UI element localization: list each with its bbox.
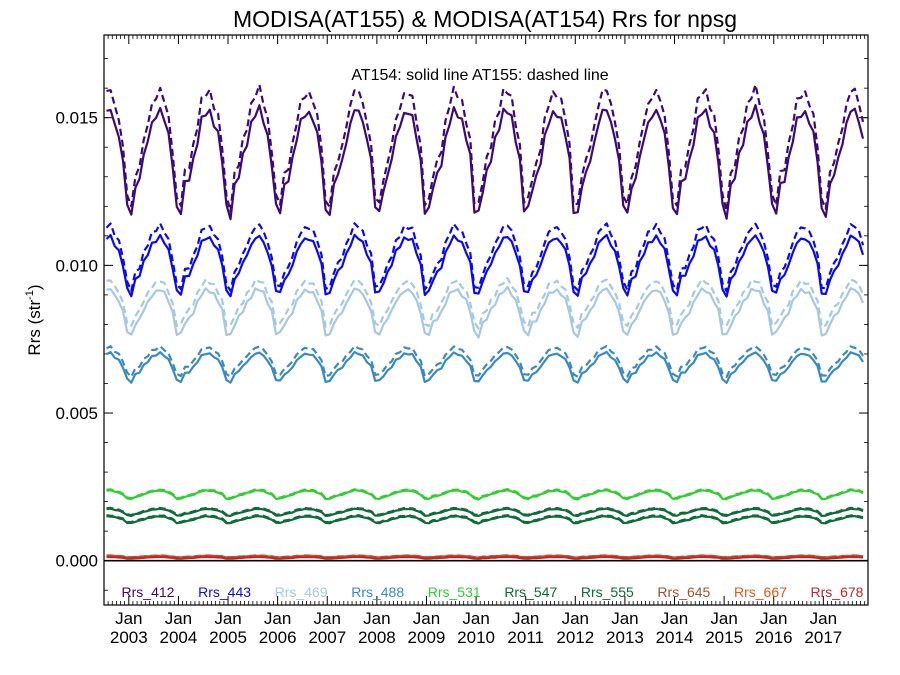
y-axis-label: Rrs (str-1) xyxy=(24,284,44,355)
x-tick-label-month: Jan xyxy=(363,609,390,628)
x-tick-label-year: 2012 xyxy=(556,628,594,647)
x-tick-label-month: Jan xyxy=(562,609,589,628)
x-tick-label-year: 2008 xyxy=(358,628,396,647)
series-line-rrs-469-solid xyxy=(106,285,865,339)
x-tick-label-year: 2004 xyxy=(160,628,198,647)
x-tick-label-month: Jan xyxy=(165,609,192,628)
legend-entry: Rrs_469 xyxy=(275,584,328,600)
x-tick-label-month: Jan xyxy=(115,609,142,628)
series-line-rrs-547-dashed xyxy=(106,506,864,517)
legend-entry: Rrs_443 xyxy=(198,584,251,600)
series-line-rrs-488-solid xyxy=(106,350,864,384)
x-tick-label-month: Jan xyxy=(512,609,539,628)
plot-frame xyxy=(103,34,869,606)
series-line-rrs-555-dashed xyxy=(106,514,864,524)
y-tick-label: 0.000 xyxy=(55,552,98,571)
series-line-rrs-412-solid xyxy=(106,104,865,221)
legend-entry: Rrs_412 xyxy=(122,584,175,600)
y-tick-label: 0.010 xyxy=(55,256,98,275)
x-tick-label-year: 2009 xyxy=(408,628,446,647)
series-line-rrs-443-solid xyxy=(105,233,865,298)
y-tick-label: 0.005 xyxy=(55,404,98,423)
legend-entry: Rrs_488 xyxy=(351,584,404,600)
chart-subtitle: AT154: solid line AT155: dashed line xyxy=(351,67,608,84)
x-tick-label-month: Jan xyxy=(413,609,440,628)
x-tick-label-month: Jan xyxy=(214,609,241,628)
x-tick-label-year: 2014 xyxy=(656,628,694,647)
x-tick-label-year: 2013 xyxy=(606,628,644,647)
y-tick-label: 0.015 xyxy=(55,109,98,128)
y-axis-label-sup: -1 xyxy=(24,290,36,300)
legend-entry: Rrs_645 xyxy=(657,584,710,600)
x-tick-label-year: 2015 xyxy=(705,628,743,647)
legend-entry: Rrs_531 xyxy=(428,584,481,600)
x-tick-label-year: 2011 xyxy=(507,628,544,647)
x-tick-label-year: 2007 xyxy=(308,628,346,647)
x-tick-label-month: Jan xyxy=(314,609,341,628)
x-tick-label-year: 2005 xyxy=(209,628,247,647)
y-axis-label-close: ) xyxy=(25,284,44,290)
series-line-rrs-412-dashed xyxy=(106,83,865,213)
x-tick-label-month: Jan xyxy=(661,609,688,628)
legend-entry: Rrs_555 xyxy=(581,584,634,600)
x-tick-label-month: Jan xyxy=(264,609,291,628)
x-tick-label-month: Jan xyxy=(710,609,737,628)
x-tick-label-month: Jan xyxy=(810,609,837,628)
series-line-rrs-531-dashed xyxy=(106,488,864,500)
legend-entry: Rrs_547 xyxy=(504,584,557,600)
x-tick-label-year: 2016 xyxy=(755,628,793,647)
series-line-rrs-469-dashed xyxy=(106,277,865,330)
x-tick-label-month: Jan xyxy=(462,609,489,628)
x-tick-label-month: Jan xyxy=(760,609,787,628)
x-tick-label-year: 2010 xyxy=(457,628,495,647)
legend-entry: Rrs_678 xyxy=(811,584,864,600)
x-tick-label-year: 2006 xyxy=(259,628,297,647)
series-line-rrs-443-dashed xyxy=(105,222,865,293)
legend-entry: Rrs_667 xyxy=(734,584,787,600)
chart-title: MODISA(AT155) & MODISA(AT154) Rrs for np… xyxy=(233,6,737,32)
series-line-rrs-678-dashed xyxy=(106,555,864,560)
series-line-rrs-488-dashed xyxy=(106,345,864,378)
x-tick-label-year: 2003 xyxy=(110,628,148,647)
x-tick-label-month: Jan xyxy=(611,609,638,628)
x-tick-label-year: 2017 xyxy=(804,628,842,647)
